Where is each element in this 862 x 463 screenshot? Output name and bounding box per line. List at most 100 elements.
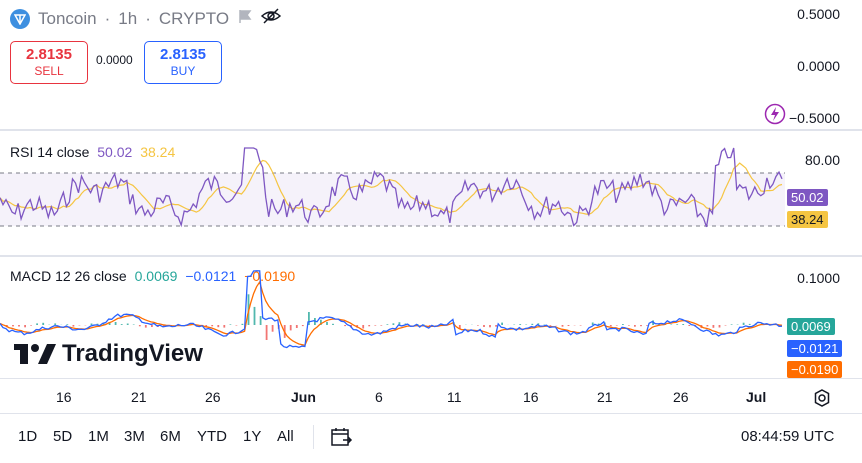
macd-signal-value: −0.0190: [244, 268, 296, 284]
separator: ·: [145, 8, 151, 28]
settings-icon[interactable]: [812, 388, 832, 413]
symbol-header[interactable]: Toncoin · 1h · CRYPTO: [10, 8, 282, 29]
macd-histogram-bar: [217, 325, 220, 328]
macd-histogram-bar: [458, 325, 461, 329]
separator: ·: [104, 8, 111, 28]
exchange: CRYPTO: [158, 8, 230, 28]
rsi-value: 50.02: [97, 144, 133, 160]
macd-histogram-bar: [549, 325, 552, 326]
rsi-ma-line: [0, 159, 783, 216]
eye-off-icon[interactable]: [260, 8, 282, 29]
macd-histogram-bar: [42, 322, 45, 325]
calendar-range-icon[interactable]: [329, 425, 353, 454]
time-axis-label: Jun: [291, 389, 316, 405]
macd-title: MACD 12 26 close: [10, 268, 127, 284]
rsi-line: [0, 147, 783, 228]
rsi-legend[interactable]: RSI 14 close 50.02 38.24: [10, 144, 175, 160]
macd-histogram-bar: [138, 325, 141, 327]
macd-histogram-bar: [682, 324, 685, 325]
symbol-name: Toncoin: [38, 8, 97, 28]
macd-axis-label: 0.1000: [797, 270, 840, 286]
time-axis-label: 26: [205, 389, 221, 405]
macd-histogram-bar: [640, 325, 642, 327]
timeframe-all-button[interactable]: All: [277, 428, 294, 445]
macd-histogram-bar: [392, 323, 395, 325]
macd-histogram-bar: [646, 325, 648, 326]
timeframe-3m-button[interactable]: 3M: [124, 428, 145, 445]
macd-histogram-bar: [120, 324, 123, 325]
macd-chart[interactable]: [0, 257, 785, 377]
buy-price: 2.8135: [160, 46, 206, 63]
macd-histogram-bar: [730, 324, 733, 325]
macd-histogram-bar: [718, 325, 721, 328]
time-axis-label: 21: [131, 389, 147, 405]
lightning-icon[interactable]: [764, 103, 786, 130]
macd-histogram-bar: [24, 325, 26, 328]
macd-histogram-bar: [265, 325, 268, 340]
buy-button[interactable]: 2.8135 BUY: [144, 41, 222, 84]
rsi-ma-value: 38.24: [140, 144, 176, 160]
macd-histogram-bar: [36, 323, 38, 325]
timeframe-1y-button[interactable]: 1Y: [243, 428, 262, 445]
sell-label: SELL: [34, 64, 64, 78]
rsi-axis-label: 80.00: [804, 152, 840, 168]
macd-histogram-bar: [320, 319, 322, 325]
macd-histogram-bar: [66, 324, 69, 325]
macd-histogram-bar: [428, 325, 431, 327]
macd-histogram-bar: [634, 325, 636, 327]
time-axis-label: 21: [597, 389, 613, 405]
macd-hist-value: 0.0069: [134, 268, 178, 284]
timeframe-1d-button[interactable]: 1D: [18, 428, 38, 445]
macd-histogram-bar: [308, 312, 310, 325]
rsi-chart[interactable]: [0, 130, 785, 255]
macd-value-tag: −0.0121: [787, 340, 843, 357]
pane-separator[interactable]: [0, 129, 862, 131]
sell-button[interactable]: 2.8135 SELL: [10, 41, 88, 84]
time-axis-label: 16: [56, 389, 72, 405]
timeframe-1m-button[interactable]: 1M: [88, 428, 109, 445]
time-axis-label: Jul: [746, 389, 767, 405]
toncoin-logo-icon: [10, 8, 30, 29]
macd-signal-tag: −0.0190: [787, 361, 843, 378]
macd-histogram-bar: [489, 325, 491, 328]
macd-histogram-bar: [609, 325, 612, 327]
macd-histogram-bar: [301, 325, 304, 327]
macd-histogram-bar: [567, 325, 570, 326]
macd-histogram-bar: [670, 324, 673, 325]
tradingview-watermark: TradingView: [14, 340, 203, 368]
macd-histogram-bar: [398, 322, 401, 325]
rsi-band: [0, 173, 785, 226]
macd-value: −0.0121: [185, 268, 237, 284]
macd-histogram-bar: [229, 324, 232, 325]
macd-legend[interactable]: MACD 12 26 close 0.0069 −0.0121 −0.0190: [10, 268, 295, 284]
macd-histogram-bar: [386, 324, 389, 325]
macd-histogram-bar: [223, 325, 226, 328]
timeframe-6m-button[interactable]: 6M: [160, 428, 181, 445]
macd-histogram-bar: [495, 325, 497, 327]
timeframe-5d-button[interactable]: 5D: [53, 428, 73, 445]
macd-histogram-bar: [151, 325, 153, 327]
macd-histogram-bar: [742, 322, 745, 325]
macd-histogram-bar: [102, 323, 105, 325]
macd-line: [0, 270, 783, 349]
pane-separator[interactable]: [0, 255, 862, 257]
time-axis-label: 26: [673, 389, 689, 405]
macd-histogram-bar: [205, 325, 208, 328]
clock: 08:44:59 UTC: [741, 428, 835, 445]
sell-price: 2.8135: [26, 46, 72, 63]
spread-value: 0.0000: [96, 53, 133, 67]
macd-histogram-bar: [163, 325, 165, 327]
macd-histogram-bar: [126, 323, 129, 325]
macd-histogram-bar: [326, 321, 328, 325]
macd-histogram-bar: [579, 325, 582, 326]
flag-icon[interactable]: [237, 8, 253, 29]
macd-histogram-bar: [72, 325, 75, 327]
macd-histogram-bar: [537, 323, 540, 325]
interval: 1h: [118, 8, 138, 28]
macd-hist-tag: 0.0069: [787, 318, 835, 335]
macd-histogram-bar: [615, 325, 618, 326]
timeframe-ytd-button[interactable]: YTD: [197, 428, 227, 445]
macd-histogram-bar: [597, 323, 600, 325]
rsi-title: RSI 14 close: [10, 144, 90, 160]
macd-histogram-bar: [724, 325, 727, 326]
